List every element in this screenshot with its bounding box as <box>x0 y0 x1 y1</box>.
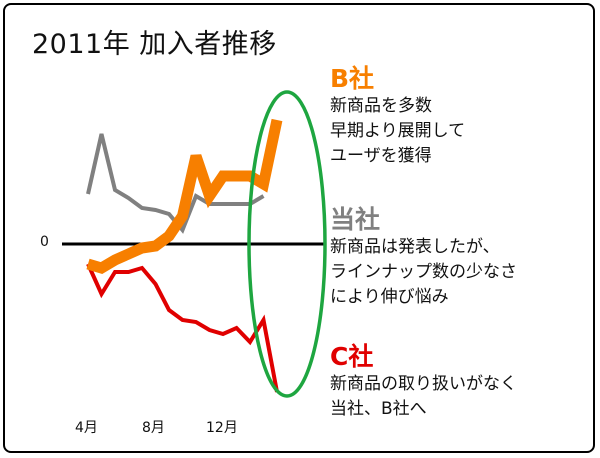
annotation-our-line: ラインナップ数の少なさ <box>330 262 517 282</box>
annotation-c-company: C社 新商品の取り扱いがなく 当社、B社へ <box>330 342 517 422</box>
annotation-b-line: ユーザを獲得 <box>330 146 432 166</box>
x-tick-label-apr: 4月 <box>75 420 98 436</box>
highlight-ellipse <box>247 90 327 398</box>
annotation-b-head: B社 <box>330 64 375 93</box>
annotation-c-line: 当社、B社へ <box>330 399 427 419</box>
annotation-b-line: 新商品を多数 <box>330 96 432 116</box>
annotation-our-line: により伸び悩み <box>330 287 449 307</box>
x-tick-label-dec: 12月 <box>206 420 238 436</box>
annotation-b-line: 早期より展開して <box>330 121 466 141</box>
series-line-our-company <box>86 133 265 234</box>
chart-frame <box>3 3 595 453</box>
series-line-b-company <box>86 118 283 274</box>
annotation-b-company: B社 新商品を多数 早期より展開して ユーザを獲得 <box>330 64 465 169</box>
chart-title: 2011年 加入者推移 <box>32 29 277 60</box>
series-line-c-company <box>86 263 279 393</box>
zero-label: 0 <box>40 234 49 250</box>
annotation-our-company: 当社 新商品は発表したが、 ラインナップ数の少なさ により伸び悩み <box>330 205 517 310</box>
annotation-c-line: 新商品の取り扱いがなく <box>330 374 517 394</box>
annotation-c-head: C社 <box>330 342 374 371</box>
annotation-our-head: 当社 <box>330 205 381 234</box>
annotation-our-line: 新商品は発表したが、 <box>330 237 500 257</box>
x-tick-label-aug: 8月 <box>142 420 165 436</box>
